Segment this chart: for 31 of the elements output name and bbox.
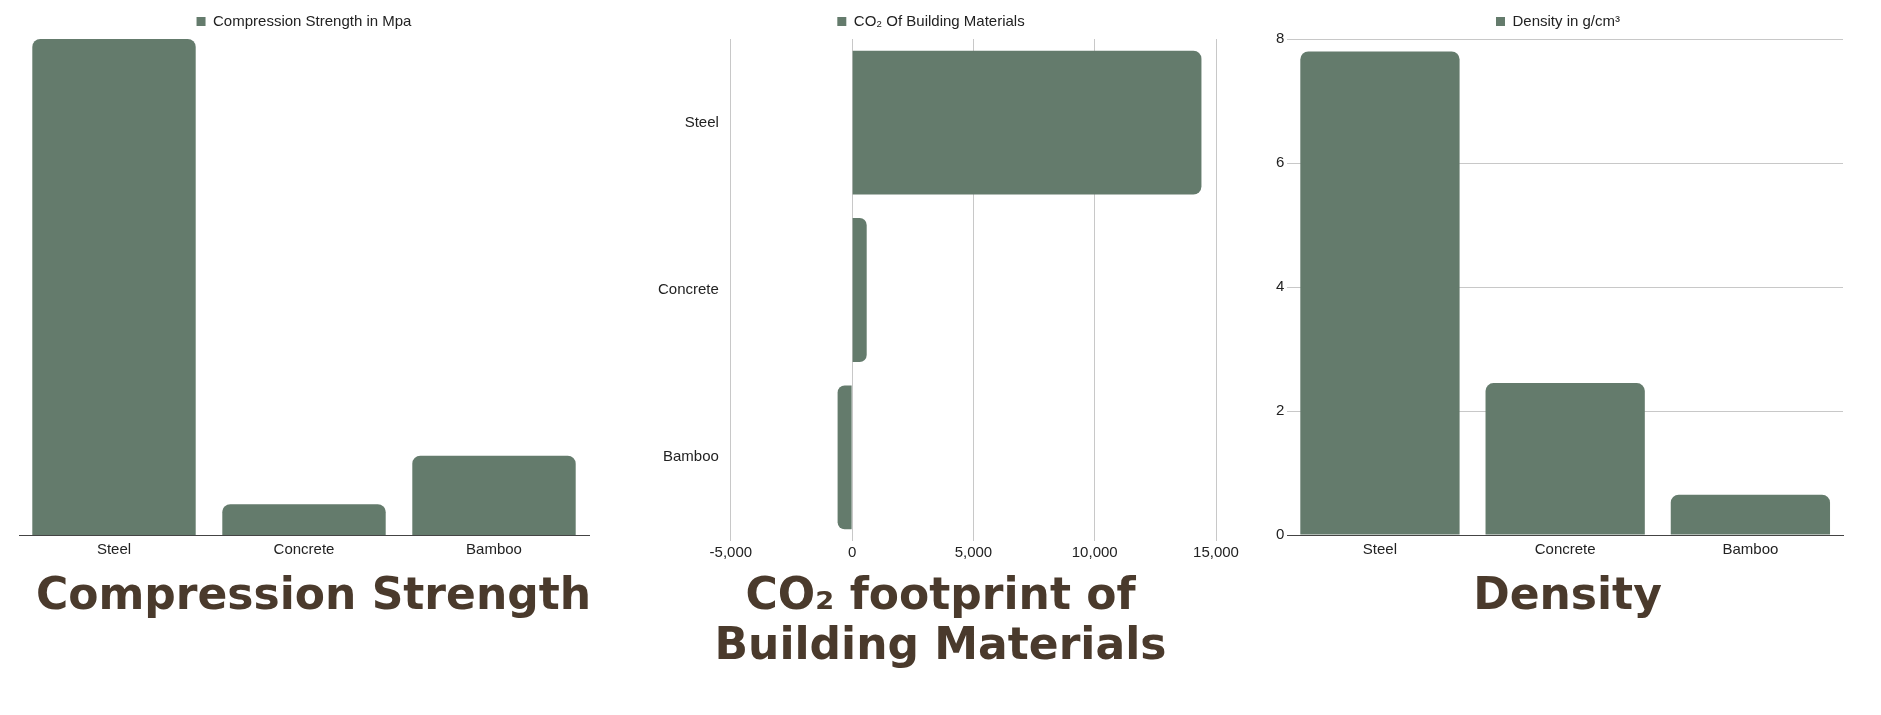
y-tick-label: Concrete <box>657 280 719 298</box>
x-tick-label: 15,000 <box>1192 543 1239 561</box>
y-tick-label: 4 <box>1275 277 1284 295</box>
y-tick-label: Bamboo <box>662 447 719 465</box>
bar <box>852 50 1201 195</box>
x-tick-label: Steel <box>1362 540 1397 558</box>
x-tick-label: Bamboo <box>1721 540 1778 558</box>
text: Compression Strength <box>34 568 593 619</box>
x-tick-label: Concrete <box>273 540 334 558</box>
x-tick-label: Bamboo <box>465 540 522 558</box>
legend-label: Compression Strength in Mpa <box>212 11 412 29</box>
x-tick-label: 10,000 <box>1071 543 1118 561</box>
x-tick-label: Concrete <box>1534 540 1596 558</box>
legend-label: CO₂ Of Building Materials <box>853 11 1025 29</box>
x-tick-label: 0 <box>847 543 856 561</box>
legend-label: Density in g/cm³ <box>1511 11 1620 29</box>
bar <box>1670 494 1830 535</box>
y-tick-label: 0 <box>1275 525 1284 543</box>
x-tick-label: -5,000 <box>709 543 752 561</box>
y-tick-label: 2 <box>1275 401 1284 419</box>
y-tick-label: 6 <box>1275 153 1284 171</box>
y-tick-label: 8 <box>1275 29 1284 47</box>
x-tick-label: Steel <box>96 540 131 558</box>
text: Density <box>1472 568 1663 619</box>
bar <box>1485 383 1645 535</box>
bar <box>837 385 852 530</box>
text: CO₂ footprint of Building Materials <box>713 568 1168 669</box>
bar <box>852 218 867 362</box>
bar <box>1299 51 1460 535</box>
x-tick-label: 5,000 <box>954 543 992 561</box>
y-tick-label: Steel <box>684 112 719 130</box>
